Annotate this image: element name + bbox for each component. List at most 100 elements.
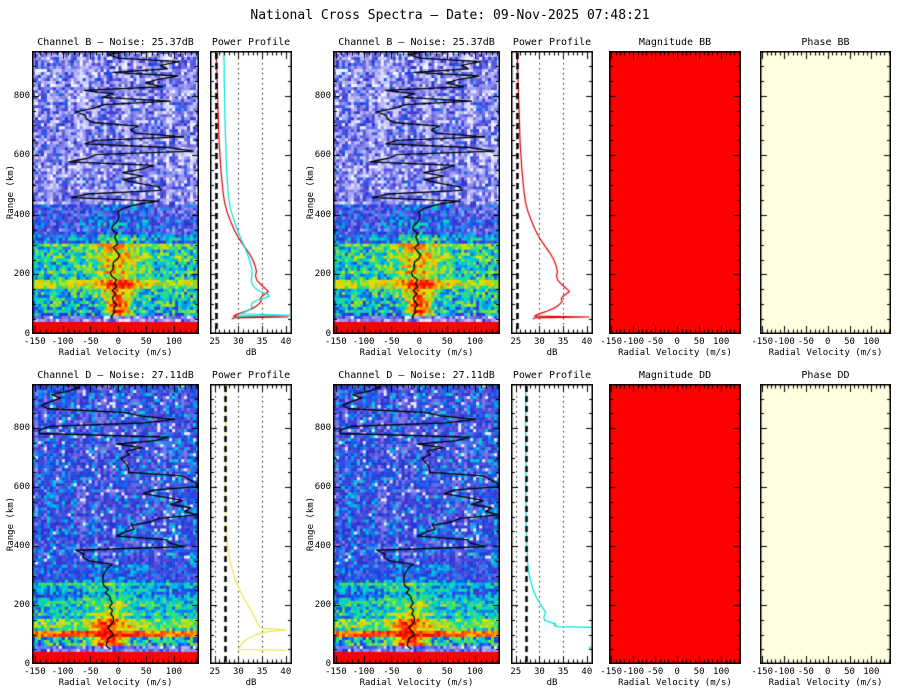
x-tick-label: -50 [383,337,400,347]
x-tick-label: 40 [581,337,593,347]
x-tick-label: -150 [23,667,46,677]
x-tick-label: 40 [280,337,292,347]
y-tick-label: 200 [13,269,30,280]
x-tick-label: 40 [280,667,292,677]
y-tick-label: 0 [325,329,331,339]
x-tick-label: -50 [797,337,814,347]
flat-canvas [760,384,891,664]
x-axis-title-velocity: Radial Velocity (m/s) [618,348,732,358]
x-tick-label: 50 [844,667,855,677]
flat-canvas [760,51,891,334]
x-tick-label: -150 [324,667,347,677]
x-tick-label: 100 [863,667,880,677]
y-tick-label: 200 [314,600,331,611]
panel-title-power-profile-b-2: Power Profile [512,37,592,48]
panel-title-spectrogram-b-1: Channel B — Noise: 25.37dB [37,37,194,48]
x-tick-label: 100 [466,337,484,347]
x-tick-label: -50 [647,667,664,677]
x-axis-title-velocity: Radial Velocity (m/s) [58,348,173,358]
x-tick-label: 50 [844,337,855,347]
x-axis-title-velocity: Radial Velocity (m/s) [768,348,883,358]
x-tick-label: 0 [674,337,680,347]
x-axis-title-velocity: Radial Velocity (m/s) [359,678,474,688]
y-tick-label: 200 [13,600,30,611]
y-tick-label: 800 [314,423,331,434]
x-tick-label: 0 [824,667,831,677]
y-tick-label: 400 [13,209,30,220]
x-tick-label: 35 [557,667,569,677]
x-axis-title-db: dB [546,678,558,688]
x-tick-label: 30 [534,667,545,677]
y-tick-label: 0 [24,659,30,669]
x-tick-label: 35 [256,667,268,677]
x-tick-label: -100 [622,667,645,677]
profile-canvas-d [210,384,292,664]
x-tick-label: -150 [324,337,347,347]
y-tick-label: 600 [314,482,331,493]
panel-title-phase-bb: Phase BB [801,37,850,48]
x-tick-label: -100 [352,667,375,677]
x-tick-label: 100 [165,337,183,347]
x-tick-label: -100 [773,337,795,347]
x-tick-label: -150 [600,337,623,347]
x-axis-title-velocity: Radial Velocity (m/s) [58,678,173,688]
x-tick-label: 50 [441,337,453,347]
x-tick-label: 0 [115,337,121,347]
x-tick-label: 100 [466,667,484,677]
y-tick-label: 400 [314,541,331,552]
x-tick-label: -50 [647,337,664,347]
panel-title-magnitude-bb: Magnitude BB [638,37,712,48]
panel-title-spectrogram-d-1: Channel D — Noise: 27.11dB [37,370,194,381]
x-tick-label: 0 [674,667,680,677]
x-axis-title-velocity: Radial Velocity (m/s) [359,348,474,358]
y-tick-label: 600 [314,150,331,161]
x-tick-label: 35 [557,337,569,347]
profile-canvas-d [511,384,593,664]
panel-title-spectrogram-d-2: Channel D — Noise: 27.11dB [338,370,495,381]
y-tick-label: 600 [13,482,30,493]
x-axis-title-velocity: Radial Velocity (m/s) [768,678,883,688]
page-title: National Cross Spectra — Date: 09-Nov-20… [250,8,650,23]
panel-title-power-profile-b-1: Power Profile [211,37,291,48]
y-tick-label: 400 [314,209,331,220]
x-tick-label: 25 [510,667,522,677]
x-tick-label: -150 [23,337,46,347]
y-tick-label: 800 [13,423,30,434]
y-tick-label: 600 [13,150,30,161]
panel-title-phase-dd: Phase DD [801,370,850,381]
y-tick-label: 0 [325,659,331,669]
spectrogram-canvas-d [32,384,199,664]
y-tick-label: 200 [314,269,331,280]
x-tick-label: 40 [581,667,593,677]
x-tick-label: -150 [751,337,774,347]
y-tick-label: 400 [13,541,30,552]
x-tick-label: 100 [713,667,730,677]
x-tick-label: 50 [693,337,705,347]
x-tick-label: -100 [773,667,795,677]
x-tick-label: 30 [534,337,545,347]
x-tick-label: 35 [256,337,268,347]
x-axis-title-velocity: Radial Velocity (m/s) [618,678,732,688]
x-tick-label: 50 [140,667,152,677]
x-tick-label: -100 [51,337,74,347]
x-tick-label: 50 [693,667,705,677]
panel-title-spectrogram-b-2: Channel B — Noise: 25.37dB [338,37,495,48]
x-tick-label: 100 [863,337,880,347]
panel-title-power-profile-d-1: Power Profile [211,370,291,381]
flat-canvas [609,384,741,664]
profile-canvas-b [210,51,292,334]
panel-title-magnitude-dd: Magnitude DD [638,370,712,381]
y-tick-label: 800 [314,90,331,101]
flat-canvas [609,51,741,334]
x-tick-label: -150 [751,667,774,677]
x-tick-label: -100 [622,337,645,347]
x-tick-label: 50 [441,667,453,677]
x-tick-label: 25 [209,667,221,677]
x-tick-label: -50 [82,667,99,677]
x-tick-label: 50 [140,337,152,347]
x-tick-label: -50 [797,667,814,677]
profile-canvas-b [511,51,593,334]
panel-title-power-profile-d-2: Power Profile [512,370,592,381]
x-tick-label: 100 [165,667,183,677]
